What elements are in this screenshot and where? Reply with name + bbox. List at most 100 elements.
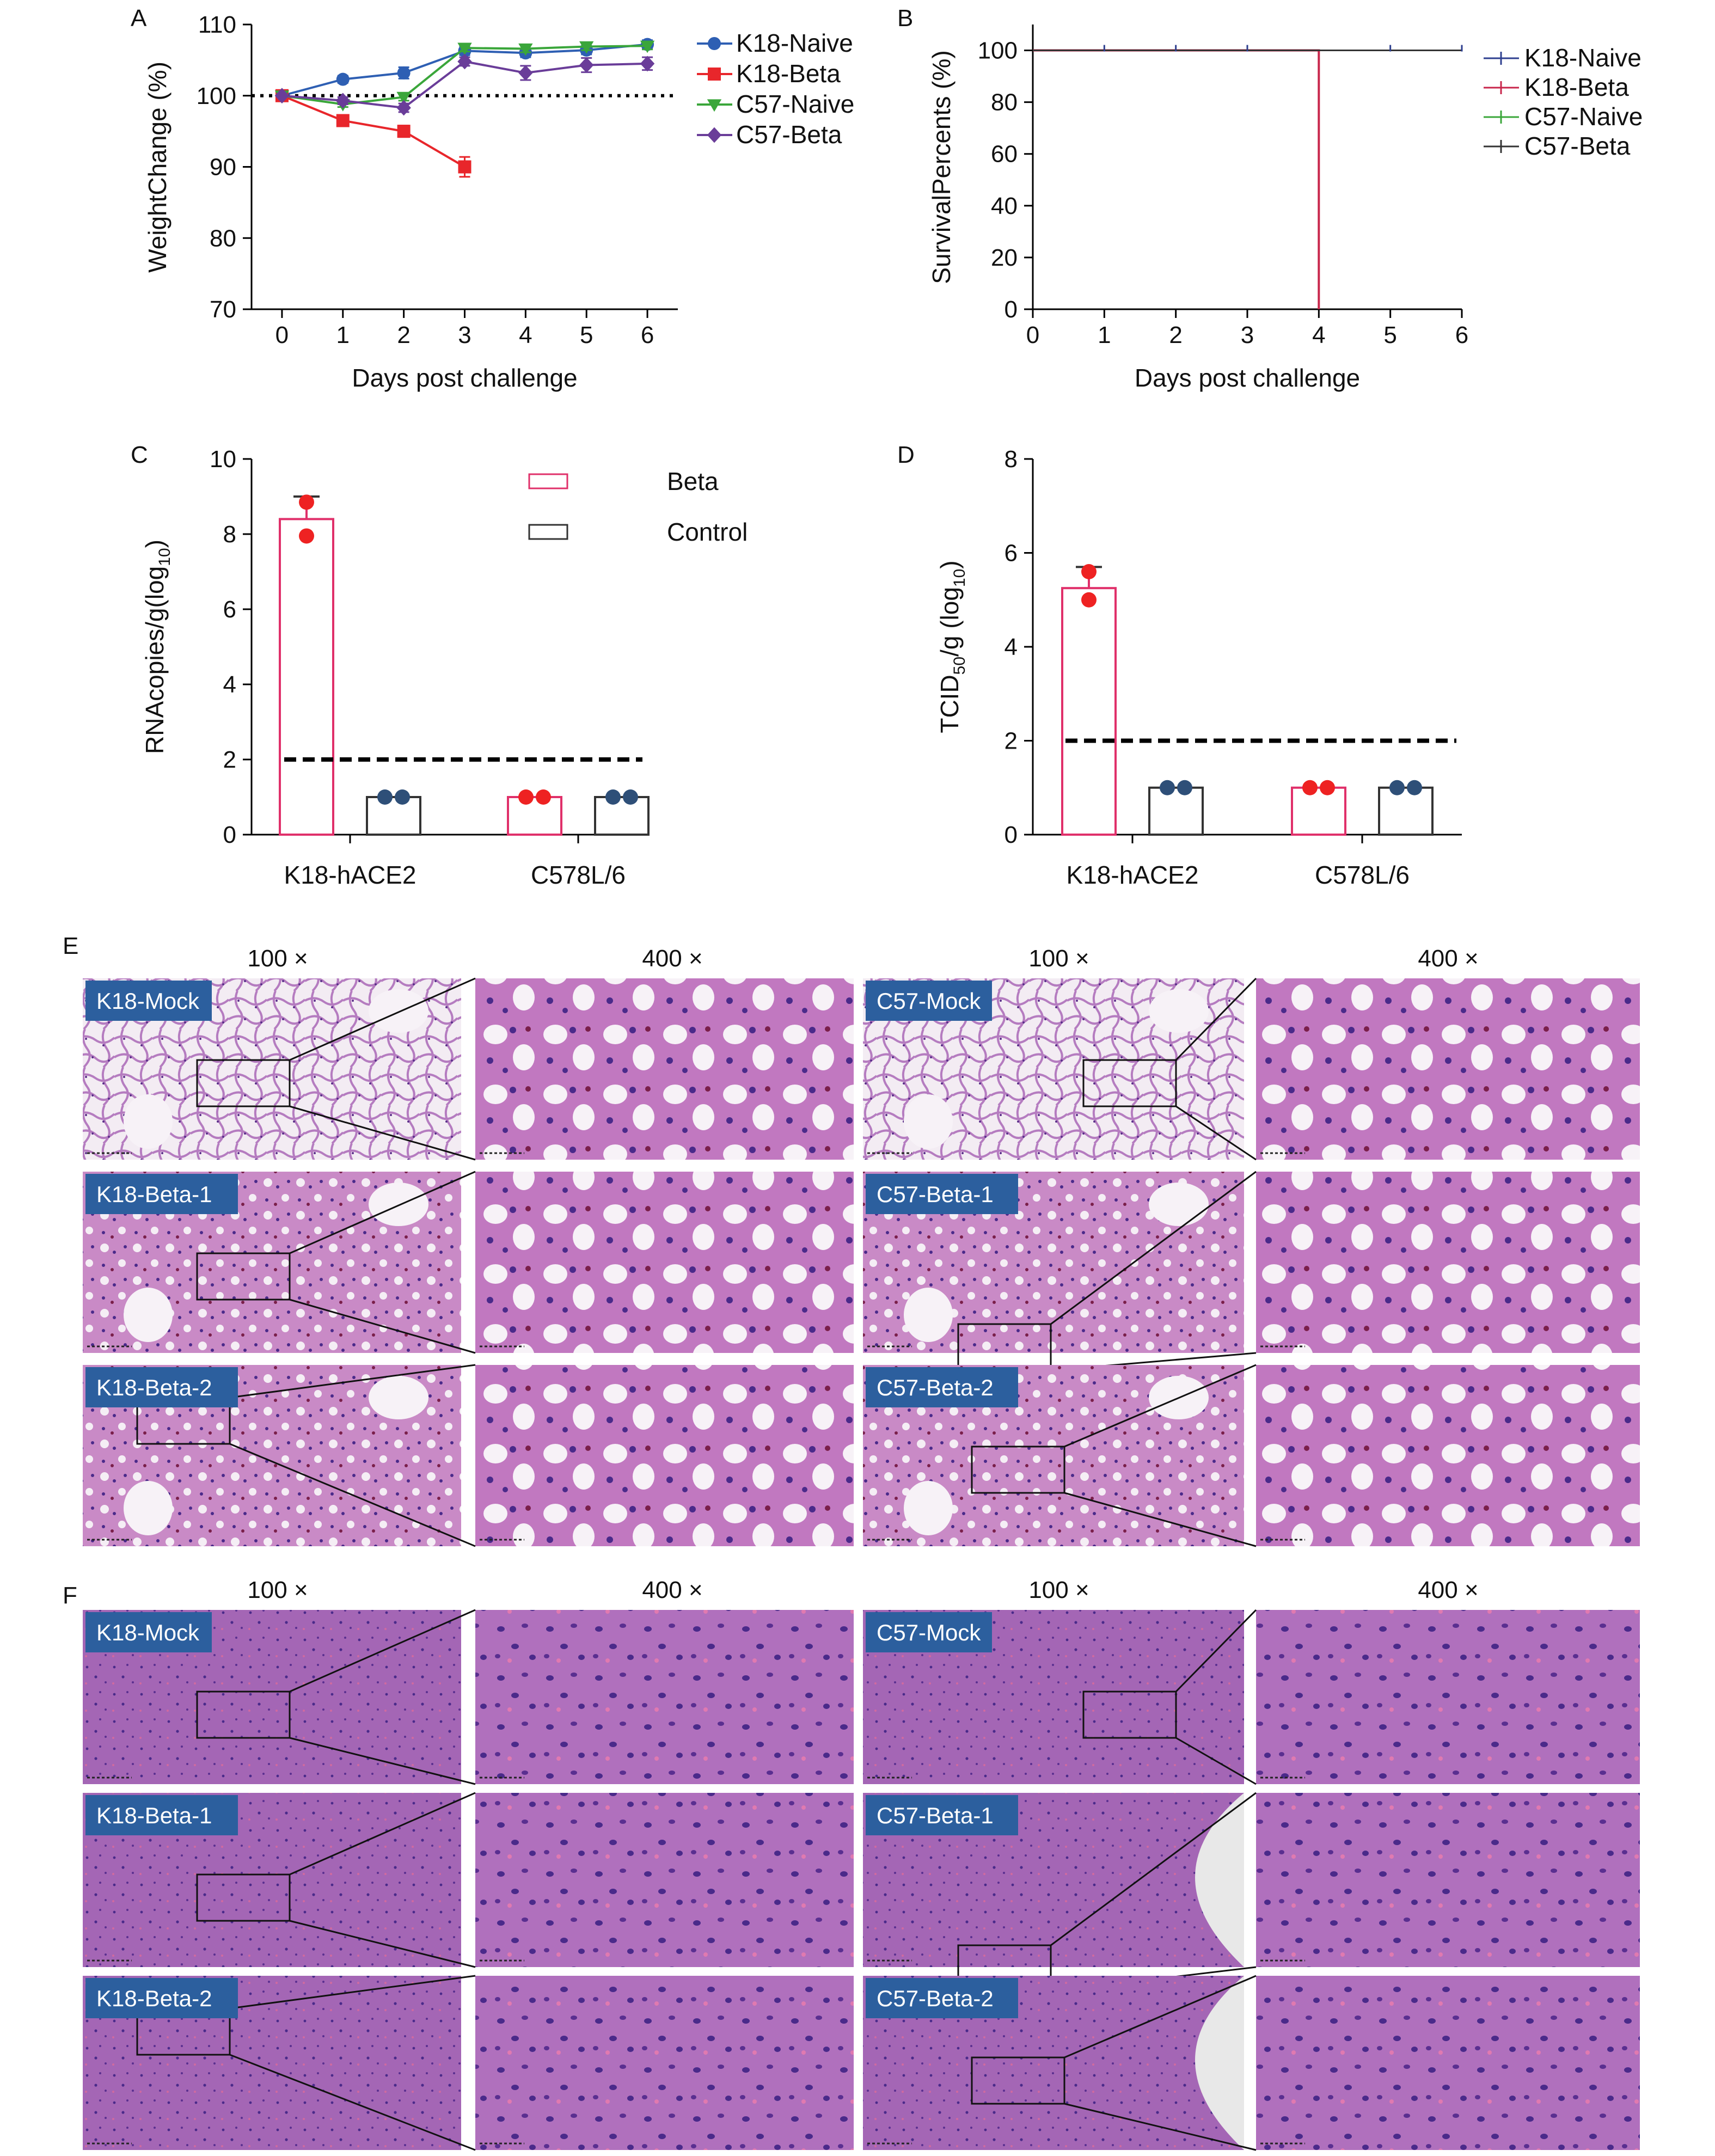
data-point-k18-beta — [397, 125, 411, 138]
zoom-region-box — [1082, 1690, 1177, 1739]
legend-entry: C57-Beta — [1524, 132, 1631, 160]
micrograph-c57-400x — [1256, 1610, 1640, 1784]
zoom-connector — [1064, 1364, 1257, 1448]
zoom-region-box — [1082, 1059, 1177, 1107]
magnification-header: 100 × — [247, 1577, 308, 1603]
tissue-edge — [1195, 1793, 1244, 1967]
bar-control — [1148, 786, 1204, 836]
micrograph-k18-400x — [475, 1172, 854, 1353]
zoom-connector — [289, 1105, 476, 1161]
y-tick-label: 80 — [210, 225, 236, 252]
y-axis-label-part: ) — [140, 540, 169, 548]
sample-label-bg-left — [85, 1795, 238, 1835]
bar-control — [1378, 786, 1434, 836]
micrograph-c57-400x — [1256, 1365, 1640, 1546]
data-point — [518, 789, 534, 805]
legend-marker — [708, 37, 721, 50]
x-tick-label: 3 — [458, 322, 471, 348]
panel-a-weight-chart: 70 80 90 100 110 0 1 2 3 4 5 6 Days post challenge We… — [143, 11, 854, 392]
y-tick-label: 4 — [223, 671, 236, 698]
data-point — [1081, 592, 1097, 608]
airway-lumen — [1149, 989, 1209, 1033]
data-point — [1389, 780, 1405, 795]
data-point-k18-beta — [458, 160, 471, 174]
legend-swatch — [528, 473, 568, 489]
sample-label-bg-left — [85, 981, 212, 1021]
data-point-c57-naive — [396, 91, 411, 105]
sample-label-bg-left — [85, 1978, 238, 2018]
data-point-c57-beta — [640, 56, 655, 72]
zoom-connector — [1064, 1492, 1257, 1547]
bar-beta — [507, 796, 562, 836]
sample-label-bg-right — [866, 1367, 1018, 1407]
y-tick-label: 8 — [1004, 446, 1018, 473]
x-axis-label: Days post challenge — [1135, 364, 1360, 392]
zoom-connector — [229, 1364, 476, 1399]
y-axis-label-subscript: 10 — [951, 569, 969, 587]
x-tick-label: 5 — [580, 322, 593, 348]
sample-label-bg-left — [85, 1612, 212, 1652]
legend-entry: K18-Naive — [1524, 44, 1641, 72]
micrograph-k18-400x — [475, 1793, 854, 1967]
zoom-connector — [1050, 1792, 1257, 1946]
zoom-connector — [1064, 1975, 1257, 2059]
airway-lumen — [369, 989, 428, 1033]
legend-entry: K18-Beta — [736, 59, 841, 88]
sample-label-bg-left — [85, 1174, 238, 1214]
sample-label-left: K18-Beta-1 — [96, 1181, 212, 1207]
data-point — [1320, 780, 1335, 795]
sample-label-right: C57-Beta-1 — [877, 1803, 994, 1828]
category-label: C578L/6 — [531, 861, 626, 889]
panel-letter-e: E — [63, 933, 78, 959]
sample-label-left: K18-Beta-2 — [96, 1375, 212, 1400]
sample-label-right: C57-Beta-2 — [877, 1986, 994, 2011]
zoom-connector — [1175, 1105, 1257, 1161]
zoom-region-box — [196, 1873, 291, 1922]
zoom-connector — [289, 1920, 476, 1968]
airway-lumen — [904, 1094, 953, 1149]
y-tick-label: 80 — [991, 89, 1018, 116]
data-point — [1177, 780, 1192, 795]
x-tick-label: 1 — [336, 322, 350, 348]
data-point-c57-beta — [335, 93, 350, 109]
sample-label-right: C57-Mock — [877, 1620, 981, 1645]
sample-label-right: C57-Beta-2 — [877, 1375, 994, 1400]
sample-label-left: K18-Beta-2 — [96, 1986, 212, 2011]
zoom-connector — [1175, 1737, 1257, 1785]
y-axis-label-part: ) — [935, 560, 964, 568]
airway-lumen — [369, 1183, 428, 1226]
legend-swatch — [528, 524, 568, 540]
sample-label-bg-right — [866, 1174, 1018, 1214]
data-point — [1407, 780, 1422, 795]
y-tick-label: 60 — [991, 141, 1018, 168]
series-line-k18-beta — [281, 94, 465, 168]
magnification-header: 400 × — [642, 945, 702, 972]
panel-letter-f: F — [63, 1582, 77, 1609]
sample-label-bg-right — [866, 1795, 1018, 1835]
zoom-connector — [1175, 1609, 1257, 1693]
zoom-connector — [1050, 1171, 1257, 1325]
x-tick-label: 1 — [1098, 322, 1111, 348]
zoom-region-box — [196, 1252, 291, 1301]
data-point — [299, 528, 314, 544]
micrograph-c57-400x — [1256, 1172, 1640, 1353]
zoom-connector — [289, 1737, 476, 1785]
micrograph-k18-400x — [475, 1365, 854, 1546]
y-tick-label: 2 — [1004, 728, 1018, 755]
x-tick-label: 0 — [275, 322, 289, 348]
y-axis-label-subscript: 50 — [951, 657, 969, 675]
y-tick-label: 0 — [1004, 822, 1018, 848]
airway-lumen — [1149, 1183, 1209, 1226]
airway-lumen — [369, 1376, 428, 1419]
micrograph-k18-400x — [475, 978, 854, 1160]
data-point-k18-beta — [336, 114, 350, 127]
panel-f-brain-histology: 100 × 400 × 100 × 400 × K18-Mock C57-Mock K18-… — [83, 1577, 1640, 2151]
x-tick-label: 4 — [519, 322, 532, 348]
legend-entry: C57-Naive — [736, 90, 854, 118]
legend-marker — [707, 127, 722, 143]
x-tick-label: 0 — [1026, 322, 1039, 348]
zoom-connector — [289, 977, 476, 1061]
micrograph-c57-400x — [1256, 1793, 1640, 1967]
